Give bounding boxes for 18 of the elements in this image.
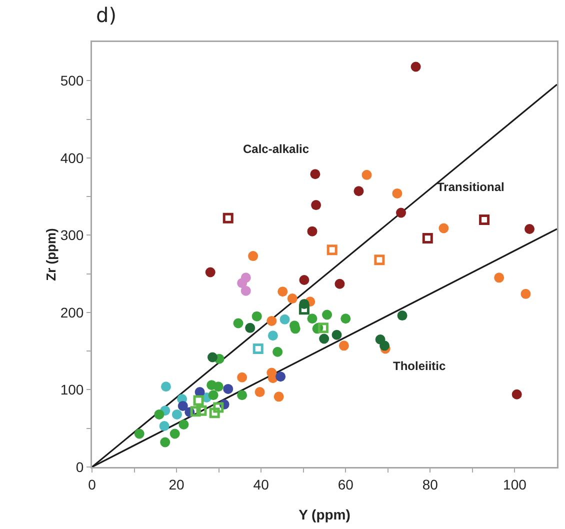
x-tick-label: 100 xyxy=(503,476,527,492)
x-tick-label: 40 xyxy=(253,476,270,492)
y-tick-label: 100 xyxy=(60,382,84,398)
y-tick-label: 400 xyxy=(60,150,84,166)
y-tick-label: 500 xyxy=(60,72,84,89)
x-tick-label: 0 xyxy=(88,476,96,492)
x-tick-label: 80 xyxy=(422,476,438,492)
x-tick-label: 20 xyxy=(168,476,185,492)
y-tick-label: 0 xyxy=(76,458,84,475)
annotation: Tholeiitic xyxy=(393,359,446,373)
annotation: Transitional xyxy=(437,180,504,194)
x-tick-label: 60 xyxy=(338,476,354,492)
chart-title: d) xyxy=(96,2,117,27)
x-axis-title: Y (ppm) xyxy=(298,506,350,522)
y-tick-label: 300 xyxy=(60,227,84,244)
y-axis-title: Zr (ppm) xyxy=(43,228,58,281)
y-tick-label: 200 xyxy=(60,304,84,320)
annotation: Calc-alkalic xyxy=(243,142,310,156)
